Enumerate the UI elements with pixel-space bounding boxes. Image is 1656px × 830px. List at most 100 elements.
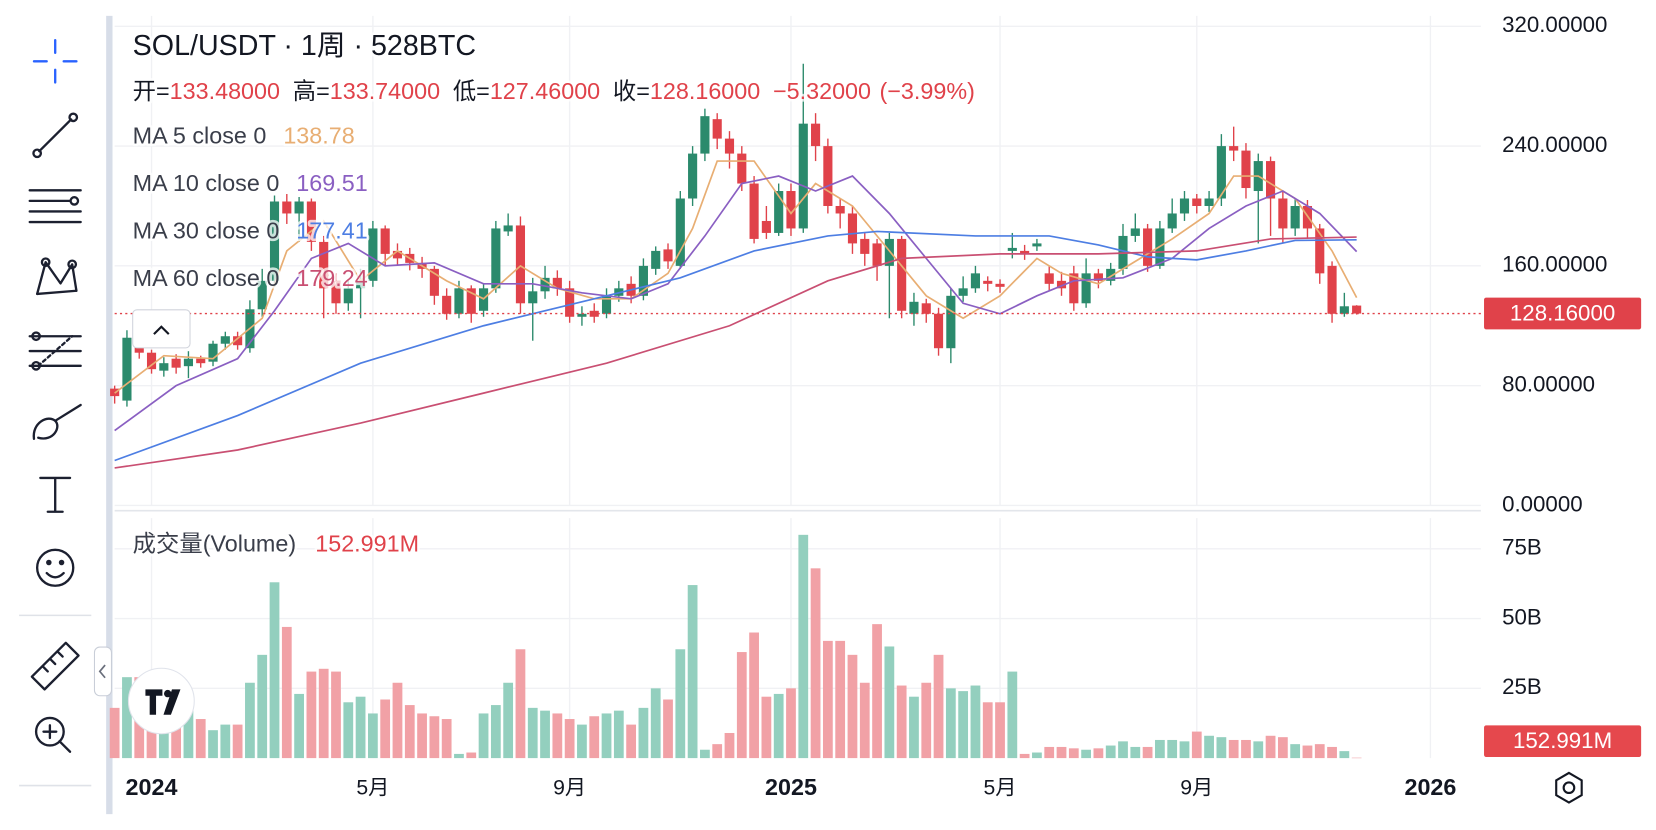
candle-body <box>515 225 526 304</box>
crosshair-tool[interactable] <box>32 39 78 84</box>
change-value: −5.32000 <box>773 78 871 104</box>
volume-bar <box>663 699 673 759</box>
brush-tool[interactable] <box>32 403 82 440</box>
toolbar-border <box>106 15 113 815</box>
candle-body <box>1352 305 1362 314</box>
y-tick-label: 75B <box>1502 535 1542 560</box>
ma-name: MA 5 close 0 <box>133 123 267 149</box>
ma-name: MA 60 close 0 <box>133 265 280 291</box>
candle-body <box>282 201 292 214</box>
candle-body <box>761 220 771 233</box>
lines-tool[interactable] <box>28 189 82 224</box>
emoji-tool[interactable] <box>35 548 75 587</box>
volume-bar <box>392 682 403 759</box>
volume-bar <box>1216 737 1227 759</box>
settings-button[interactable] <box>1555 771 1583 804</box>
volume-bar <box>995 702 1005 759</box>
candle-body <box>983 280 993 284</box>
volume-bar <box>835 640 846 759</box>
candle-body <box>749 183 759 239</box>
volume-bar <box>122 677 132 759</box>
volume-bar <box>687 585 698 759</box>
moving-average-line <box>114 160 1358 394</box>
candle-body <box>774 191 784 233</box>
candle-body <box>1315 228 1325 274</box>
volume-bar <box>1019 753 1030 759</box>
candle-body <box>466 288 476 314</box>
collapse-button[interactable] <box>93 646 112 697</box>
candle-body <box>909 301 919 314</box>
volume-bar <box>638 707 649 759</box>
candle-body <box>368 228 378 281</box>
volume-bar <box>269 582 280 759</box>
ohlc-value: 133.74000 <box>330 78 440 104</box>
candle-body <box>1007 247 1017 251</box>
volume-bar <box>933 654 944 759</box>
volume-bar <box>1068 748 1079 759</box>
candle-body <box>958 288 968 296</box>
candle-body <box>884 238 894 266</box>
volume-bar <box>306 671 317 759</box>
volume-bar <box>1339 751 1350 759</box>
ma-name: MA 30 close 0 <box>133 218 280 244</box>
toolbar <box>19 15 113 815</box>
candle-body <box>306 201 316 242</box>
volume-bar <box>589 716 600 759</box>
volume-legend: 成交量(Volume) 152.991M <box>133 531 419 557</box>
ma-value: 177.41 <box>296 218 367 244</box>
ohlc-value: 133.48000 <box>170 78 280 104</box>
candle-body <box>429 268 439 296</box>
candle-body <box>1143 228 1153 266</box>
volume-bar <box>786 688 796 759</box>
ma-value: 169.51 <box>296 170 367 196</box>
text-tool[interactable] <box>39 476 72 513</box>
candle-body <box>786 191 796 229</box>
last-price-tag <box>1484 297 1642 330</box>
volume-bar <box>909 696 919 759</box>
candle-body <box>1106 268 1116 281</box>
tradingview-logo[interactable] <box>127 667 195 735</box>
volume-bar <box>798 534 809 759</box>
scroll-up-button[interactable] <box>132 309 191 349</box>
volume-value: 152.991M <box>315 531 419 557</box>
volume-bar <box>183 693 194 759</box>
volume-bar <box>466 752 477 759</box>
pattern-tool[interactable] <box>35 257 78 296</box>
candle-body <box>675 198 685 266</box>
zoom-tool[interactable] <box>34 716 72 753</box>
volume-tag <box>1484 725 1642 758</box>
ruler-tool[interactable] <box>30 641 80 691</box>
volume-bar <box>712 744 723 759</box>
volume-bar <box>1142 746 1153 759</box>
candle-body <box>552 277 562 289</box>
candle-body <box>811 123 821 147</box>
ma-legend: MA 30 close 0 177.41 <box>133 218 368 244</box>
volume-bar <box>749 632 759 759</box>
volume-bar <box>195 719 206 759</box>
candle-body <box>1229 146 1239 151</box>
volume-bar <box>429 716 440 759</box>
candle-body <box>183 358 193 367</box>
ma-legend: MA 10 close 0 169.51 <box>133 170 368 196</box>
fib-tool[interactable] <box>28 331 82 371</box>
volume-bar <box>847 654 858 759</box>
candle-body <box>356 280 366 289</box>
volume-bar <box>1351 757 1362 759</box>
x-tick-label: 2026 <box>1404 774 1456 800</box>
candle-body <box>442 295 452 314</box>
candle-body <box>269 201 280 281</box>
candle-body <box>577 313 587 317</box>
volume-bar <box>675 649 686 759</box>
candle-body <box>872 243 882 266</box>
volume-bar <box>1253 741 1264 759</box>
volume-title: 成交量(Volume) <box>133 531 296 557</box>
volume-bar <box>503 682 514 759</box>
trendline-tool[interactable] <box>32 112 79 159</box>
volume-bar <box>1265 735 1276 759</box>
candle-body <box>257 280 267 310</box>
volume-bar <box>884 646 895 759</box>
y-tick-label: 160.00000 <box>1502 252 1607 277</box>
volume-bar <box>1155 739 1165 759</box>
candle-body <box>1204 198 1214 206</box>
candle-body <box>146 352 157 370</box>
